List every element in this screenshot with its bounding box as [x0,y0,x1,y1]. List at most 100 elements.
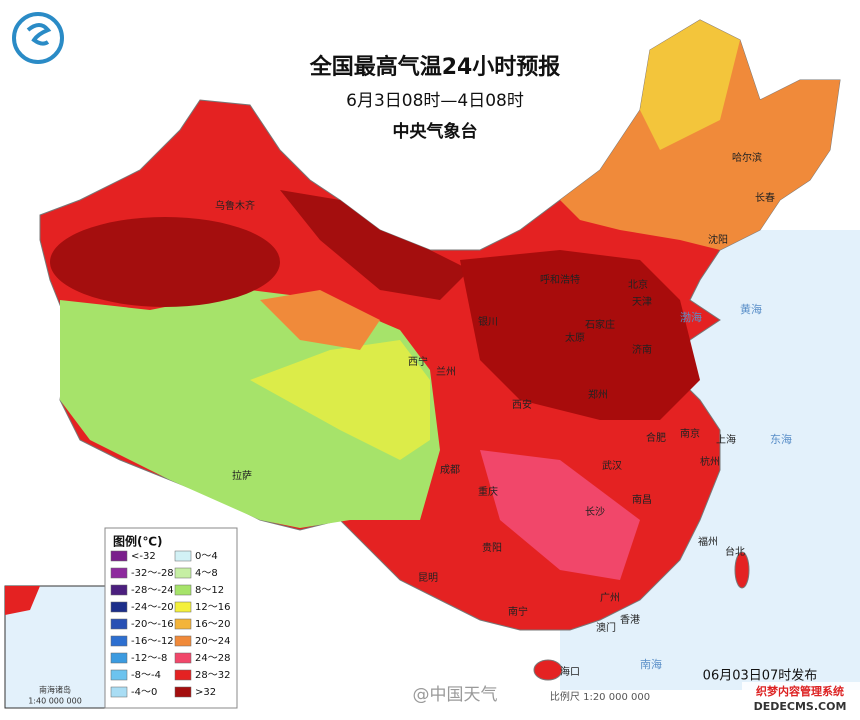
mild-band [250,340,430,460]
seas: 渤海 黄海 东海 南海 [640,302,792,671]
legend-label: -12～-8 [131,653,167,664]
city-label: 海口 [560,665,580,678]
inset-label: 南海诸岛 [39,685,71,695]
city-label: 呼和浩特 [540,274,580,286]
city-label: 天津 [632,296,652,308]
city-label: 西安 [512,398,532,411]
city-label: 台北 [725,545,745,558]
legend-swatch [174,686,192,698]
legend-label: 8～12 [195,585,224,596]
sea-label: 黄海 [740,302,762,316]
city-label: 沈阳 [708,233,728,246]
cities: 乌鲁木齐 哈尔滨 长春 沈阳 呼和浩特 北京 天津 石家庄 太原 济南 银川 西… [215,151,775,678]
warm-region [260,290,380,350]
sea-label: 渤海 [680,310,702,324]
city-label: 广州 [600,592,620,604]
legend-swatch [174,669,192,681]
island [734,551,750,589]
legend-swatch [110,584,128,596]
legend-label: 12～16 [195,602,230,613]
site-name: 织梦内容管理系统 [756,684,844,698]
island [533,659,563,681]
sea-label: 南海 [640,657,662,671]
city-label: 石家庄 [585,318,615,331]
city-label: 长春 [755,192,775,204]
legend-swatch [174,635,192,647]
legend-label: -32～-28 [131,568,174,579]
city-label: 北京 [628,278,648,291]
legend-label: -20～-16 [131,619,174,630]
city-label: 福州 [698,535,718,548]
site-url: DEDECMS.COM [754,700,847,713]
legend-swatch [174,550,192,562]
legend-label: 24～28 [195,653,230,664]
site-badge [742,682,860,716]
city-label: 澳门 [596,621,616,634]
city-label: 南昌 [632,493,652,506]
agency: 中央气象台 [393,121,478,142]
mild-region [640,20,740,150]
city-label: 重庆 [478,485,498,498]
legend-label: 28～32 [195,670,230,681]
legend-swatch [174,652,192,664]
city-label: 拉萨 [232,469,252,482]
city-label: 合肥 [646,431,666,444]
hot-region [280,190,470,300]
map-title: 全国最高气温24小时预报 [309,54,561,80]
legend-title: 图例(℃) [113,534,163,549]
legend-swatch [174,618,192,630]
warm-region [480,450,640,580]
city-label: 西宁 [408,355,428,368]
hot-region [460,250,700,420]
map-subtitle: 6月3日08时—4日08时 [346,91,524,111]
legend-swatch [174,601,192,613]
city-label: 南宁 [508,605,528,618]
city-label: 贵阳 [482,541,502,554]
legend-swatch [110,652,128,664]
inset-scale: 1:40 000 000 [28,697,82,706]
legend-label: 4～8 [195,568,218,579]
city-label: 济南 [632,343,652,356]
legend-swatch [110,618,128,630]
city-label: 杭州 [700,455,720,468]
legend-swatch [110,601,128,613]
city-label: 南京 [680,427,700,440]
legend-label: 20～24 [195,636,230,647]
city-label: 昆明 [418,572,438,584]
inset-land [5,586,40,615]
legend-swatch [110,567,128,579]
city-label: 武汉 [602,459,622,472]
legend-label: -28～-24 [131,585,174,596]
city-label: 兰州 [436,365,456,378]
city-label: 乌鲁木齐 [215,199,255,212]
city-label: 上海 [716,433,736,446]
legend-swatch [110,669,128,681]
legend-label: <-32 [131,551,156,562]
legend-swatch [174,584,192,596]
hot-region [50,217,280,307]
legend-label: 16～20 [195,619,230,630]
city-label: 长沙 [585,506,605,518]
sea-label: 东海 [770,432,792,446]
watermark: @中国天气 [413,685,498,705]
legend: 图例(℃) <-32 -32～-28 -28～-24 -24～-20 -20～-16 -1… [104,527,238,709]
city-label: 成都 [440,464,460,476]
logo-mark [26,23,52,46]
scale-note: 比例尺 1:20 000 000 [550,690,650,703]
city-label: 银川 [478,315,498,328]
legend-label: 0～4 [195,551,218,562]
warm-region [560,20,840,250]
legend-label: -8～-4 [131,670,161,681]
legend-label: -24～-20 [131,602,174,613]
legend-label: >32 [195,687,216,698]
city-label: 太原 [565,331,585,344]
city-label: 郑州 [588,388,608,401]
legend-swatch [110,550,128,562]
legend-swatch [174,567,192,579]
legend-label: -16～-12 [131,636,174,647]
legend-swatch [110,635,128,647]
issue-time: 06月03日07时发布 [703,668,818,684]
legend-label: -4～0 [131,687,157,698]
city-label: 哈尔滨 [732,151,762,164]
